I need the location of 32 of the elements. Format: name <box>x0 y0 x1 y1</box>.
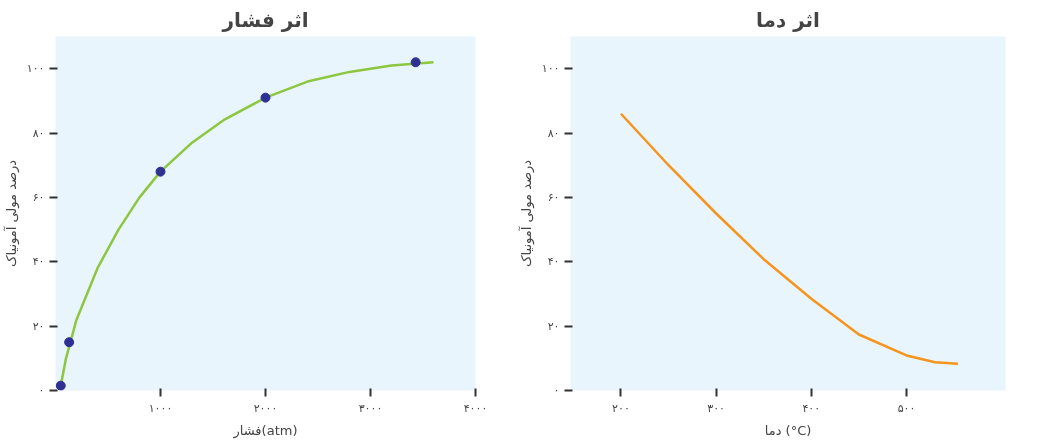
line-series <box>619 112 960 366</box>
x-tick-label: ۲۰۰۰ <box>253 401 278 415</box>
point <box>64 337 75 348</box>
chart-title: اثر فشار <box>221 7 309 32</box>
point <box>155 166 166 177</box>
y-tick-label: ۰ <box>38 384 45 397</box>
x-tick-label: ۳۰۰۰ <box>358 401 383 415</box>
y-tick-label: ۴۰ <box>547 255 560 269</box>
x-tick-label: ۵۰۰ <box>897 401 916 415</box>
x-tick-label: ۲۰۰ <box>612 401 630 415</box>
x-tick-label: ۴۰۰ <box>802 401 821 415</box>
x-tick-label: ۱۰۰۰ <box>148 401 173 415</box>
x-axis-title: فشار(atm) <box>232 422 298 439</box>
point <box>55 380 66 391</box>
point <box>410 57 421 68</box>
x-axis-title: دما (°C) <box>764 422 812 438</box>
y-tick-label: ۰ <box>553 384 560 397</box>
y-tick-label: ۸۰ <box>32 126 45 140</box>
x-tick-label: ۴۰۰۰ <box>463 401 488 415</box>
y-tick-label: ۲۰ <box>32 319 45 333</box>
y-tick-label: ۱۰۰ <box>541 62 560 76</box>
y-tick-label: ۴۰ <box>32 255 45 269</box>
y-tick-label: ۶۰ <box>32 190 45 204</box>
y-tick-label: ۱۰۰ <box>26 62 45 76</box>
y-tick-label: ۸۰ <box>547 126 560 140</box>
y-tick-label: ۲۰ <box>547 319 560 333</box>
y-axis-title: درصد مولی آمونیاک <box>2 159 20 268</box>
chart-title: اثر دما <box>756 7 820 32</box>
y-tick-label: ۶۰ <box>547 190 560 204</box>
y-axis-title: درصد مولی آمونیاک <box>517 159 535 268</box>
point <box>260 92 271 103</box>
x-tick-label: ۳۰۰ <box>707 401 726 415</box>
